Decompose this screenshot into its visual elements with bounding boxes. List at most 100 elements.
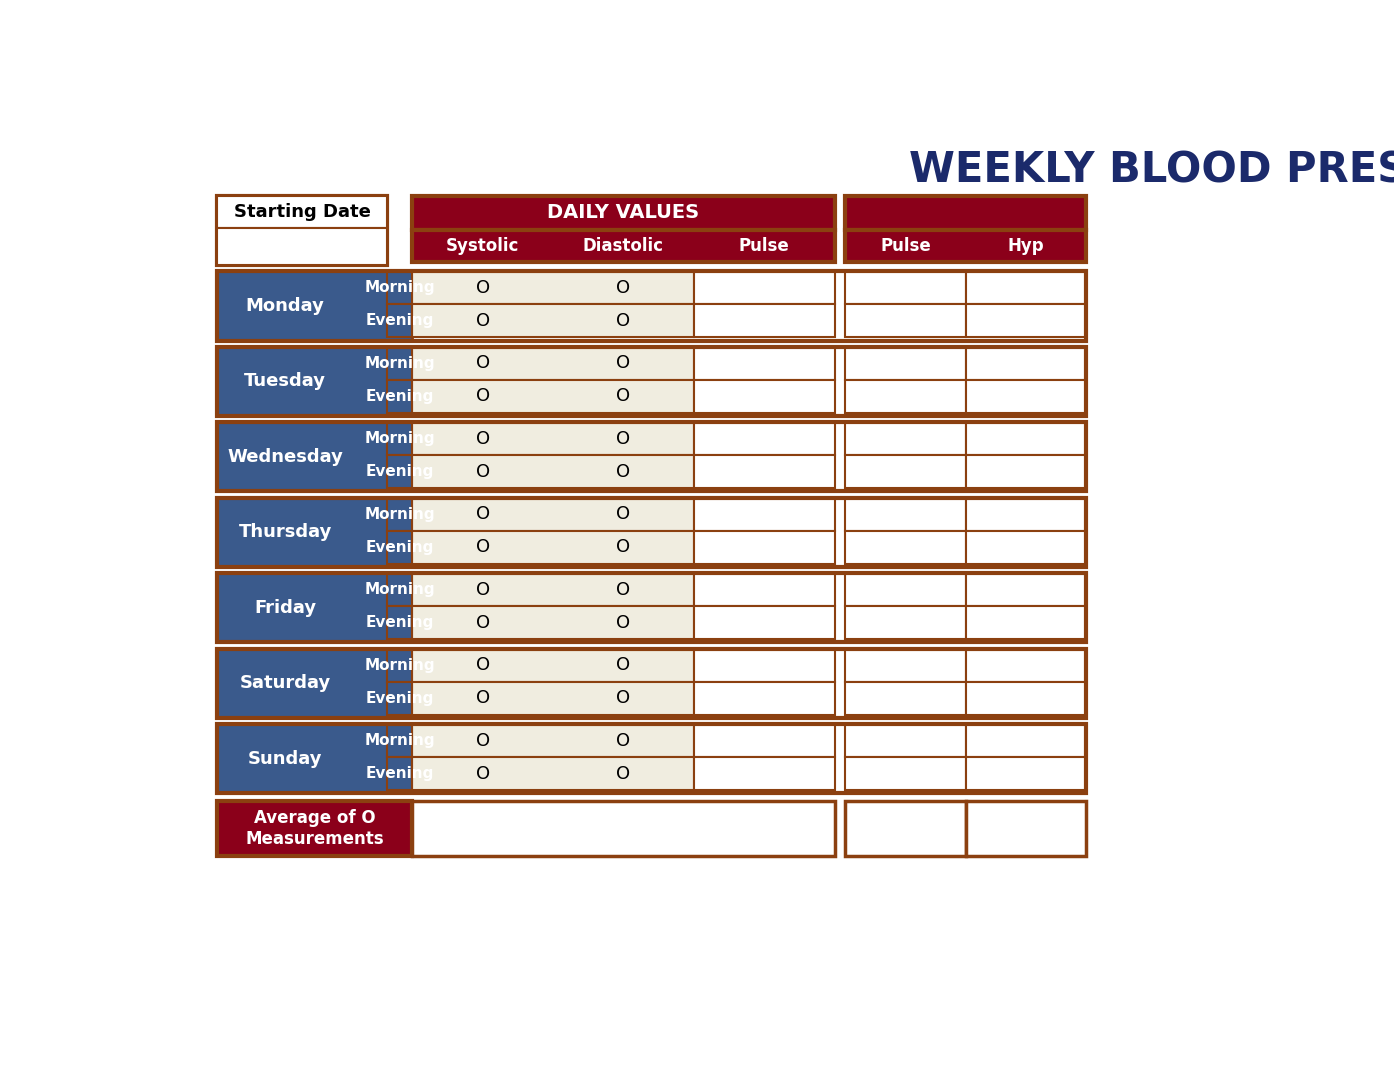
Bar (966, 422, 1086, 455)
Bar (966, 682, 1086, 715)
Bar (966, 573, 1086, 606)
Text: O: O (616, 463, 630, 481)
Bar (845, 346, 966, 380)
Bar (217, 422, 1086, 492)
Bar (694, 682, 835, 715)
Text: Pulse: Pulse (880, 237, 931, 255)
Bar (388, 531, 413, 564)
Bar (217, 724, 413, 793)
Text: O: O (475, 581, 489, 598)
Bar (217, 195, 388, 265)
Bar (388, 272, 413, 304)
Bar (845, 272, 966, 304)
Bar (217, 724, 1086, 793)
Bar (388, 573, 413, 606)
Bar (413, 757, 694, 791)
Text: O: O (475, 312, 489, 330)
Bar (413, 422, 694, 455)
Text: Evening: Evening (365, 389, 434, 404)
Bar (694, 346, 835, 380)
Bar (966, 531, 1086, 564)
Bar (413, 272, 694, 304)
Bar (694, 497, 835, 531)
Bar (694, 380, 835, 413)
Bar (388, 757, 413, 791)
Text: Evening: Evening (365, 314, 434, 328)
Bar (388, 497, 413, 531)
Text: Monday: Monday (245, 296, 325, 315)
Text: Average of O
Measurements: Average of O Measurements (245, 809, 383, 848)
Text: Evening: Evening (365, 540, 434, 555)
Text: O: O (475, 354, 489, 372)
Bar (966, 346, 1086, 380)
Text: WEEKLY BLOOD PRESSURE TR: WEEKLY BLOOD PRESSURE TR (909, 150, 1394, 191)
Bar (217, 497, 1086, 567)
Text: O: O (616, 690, 630, 707)
Bar (966, 648, 1086, 682)
Text: O: O (475, 539, 489, 556)
Bar (694, 422, 835, 455)
Text: Evening: Evening (365, 616, 434, 630)
Text: O: O (475, 279, 489, 296)
Bar (966, 304, 1086, 338)
Bar (845, 801, 966, 857)
Text: Saturday: Saturday (240, 674, 330, 692)
Bar (694, 757, 835, 791)
Text: O: O (616, 656, 630, 674)
Text: O: O (475, 463, 489, 481)
Text: O: O (616, 505, 630, 523)
Text: O: O (475, 656, 489, 674)
Text: O: O (616, 614, 630, 632)
Bar (694, 455, 835, 489)
Bar (413, 648, 694, 682)
Text: Morning: Morning (364, 356, 435, 370)
Bar (388, 455, 413, 489)
Text: O: O (616, 430, 630, 447)
Bar (694, 272, 835, 304)
Text: O: O (475, 732, 489, 749)
Text: O: O (616, 581, 630, 598)
Bar (413, 346, 694, 380)
Bar (845, 531, 966, 564)
Text: O: O (616, 312, 630, 330)
Text: Evening: Evening (365, 766, 434, 781)
Bar (217, 272, 1086, 341)
Text: Hyp: Hyp (1008, 237, 1044, 255)
Bar (388, 724, 413, 757)
Bar (845, 648, 966, 682)
Text: Morning: Morning (364, 280, 435, 295)
Text: O: O (616, 732, 630, 749)
Text: O: O (475, 690, 489, 707)
Text: Wednesday: Wednesday (227, 447, 343, 466)
Text: O: O (475, 505, 489, 523)
Bar (388, 648, 413, 682)
Bar (217, 272, 413, 341)
Bar (413, 531, 694, 564)
Bar (966, 724, 1086, 757)
Text: O: O (616, 539, 630, 556)
Text: O: O (475, 430, 489, 447)
Bar (845, 455, 966, 489)
Bar (694, 304, 835, 338)
Bar (845, 304, 966, 338)
Text: Morning: Morning (364, 733, 435, 748)
Bar (413, 455, 694, 489)
Bar (966, 497, 1086, 531)
Bar (217, 422, 413, 492)
Bar (388, 422, 413, 455)
Bar (217, 497, 413, 567)
Bar (966, 455, 1086, 489)
Bar (413, 573, 694, 606)
Text: O: O (616, 354, 630, 372)
Text: Morning: Morning (364, 582, 435, 597)
Text: Morning: Morning (364, 507, 435, 521)
Text: O: O (616, 765, 630, 783)
Bar (217, 228, 388, 265)
Bar (966, 757, 1086, 791)
Text: DAILY VALUES: DAILY VALUES (548, 203, 700, 223)
Bar (845, 380, 966, 413)
Bar (845, 573, 966, 606)
Bar (388, 606, 413, 640)
Bar (388, 682, 413, 715)
Bar (217, 648, 1086, 718)
